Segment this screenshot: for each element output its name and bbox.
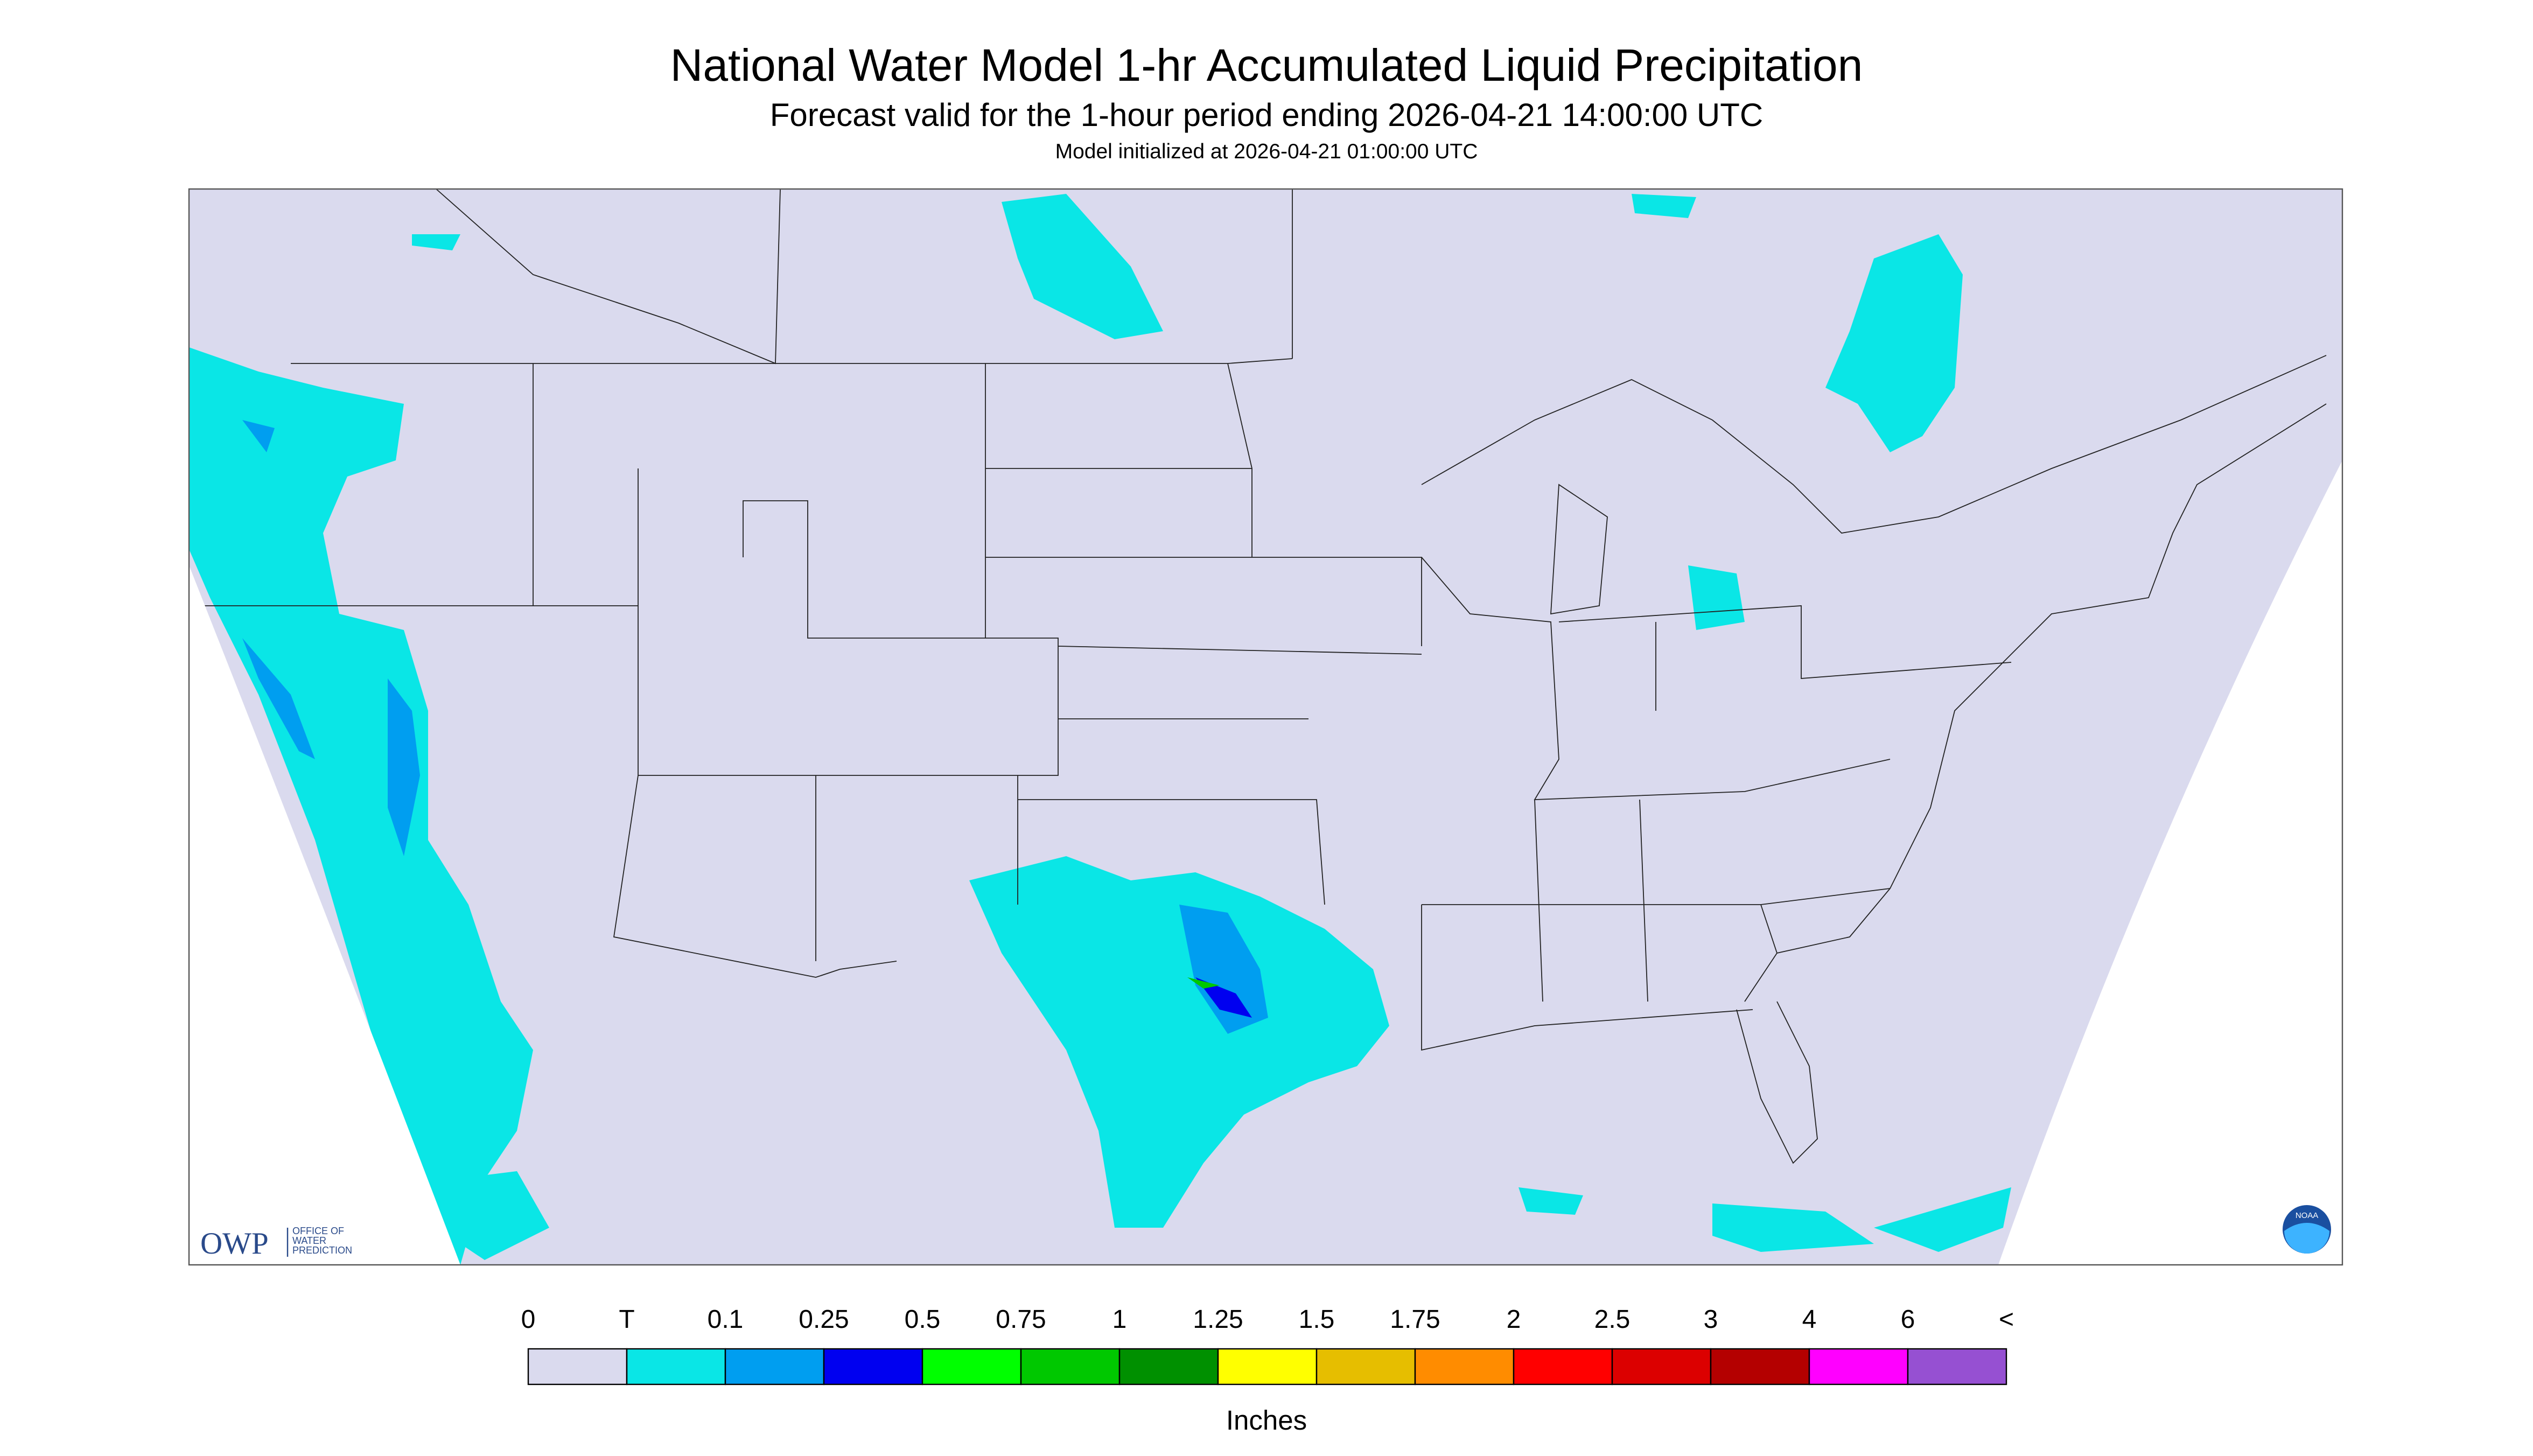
legend-swatch [1217,1348,1318,1385]
legend-label: 3 [1704,1305,1718,1334]
projection-edge [189,565,460,1265]
legend-label: 0.75 [996,1305,1046,1334]
legend-swatch [527,1348,628,1385]
owp-logo: OWP [200,1227,269,1261]
legend-swatch [1513,1348,1613,1385]
owp-caption: WATER [292,1235,326,1246]
legend-label: T [619,1305,634,1334]
legend-swatch [823,1348,923,1385]
borders [194,188,2327,1164]
owp-caption: PREDICTION [292,1245,352,1256]
legend-swatch [626,1348,726,1385]
legend-swatch [1907,1348,2007,1385]
legend-label: 6 [1901,1305,1915,1334]
legend: 0 T 0.1 0.25 0.5 0.75 1 1.25 1.5 1.75 2 2.5 3 4 6 < [521,1305,2014,1385]
legend-label: 1.25 [1193,1305,1243,1334]
legend-swatch [1611,1348,1712,1385]
legend-label: 2 [1507,1305,1521,1334]
projection-edge [1998,460,2342,1265]
legend-label: < [1999,1305,2014,1334]
title: National Water Model 1-hr Accumulated Li… [670,40,1863,90]
map: OWP OFFICE OF WATER PREDICTION NOAA [188,188,2343,1266]
noaa-label: NOAA [2296,1211,2319,1220]
legend-swatch [1710,1348,1810,1385]
legend-swatch [1118,1348,1219,1385]
legend-label: 1 [1112,1305,1127,1334]
init-time: Model initialized at 2026-04-21 01:00:00… [1055,140,1478,163]
legend-swatch [1414,1348,1515,1385]
owp-caption: OFFICE OF [292,1226,344,1236]
legend-label: 0.25 [799,1305,849,1334]
legend-swatch [1316,1348,1416,1385]
legend-label: 0.5 [905,1305,941,1334]
map-frame [188,188,2343,1266]
legend-label: 1.75 [1390,1305,1440,1334]
legend-label: 4 [1802,1305,1817,1334]
legend-label: 1.5 [1299,1305,1335,1334]
subtitle: Forecast valid for the 1-hour period end… [770,97,1763,133]
legend-label: 0 [521,1305,536,1334]
legend-unit: Inches [1226,1405,1307,1436]
legend-swatch [724,1348,825,1385]
legend-label: 2.5 [1594,1305,1631,1334]
legend-swatch [1020,1348,1121,1385]
legend-swatch [921,1348,1022,1385]
precip-areas [189,194,2011,1265]
legend-label: 0.1 [708,1305,744,1334]
legend-swatch [1808,1348,1909,1385]
noaa-badge-wave [2284,1223,2329,1254]
